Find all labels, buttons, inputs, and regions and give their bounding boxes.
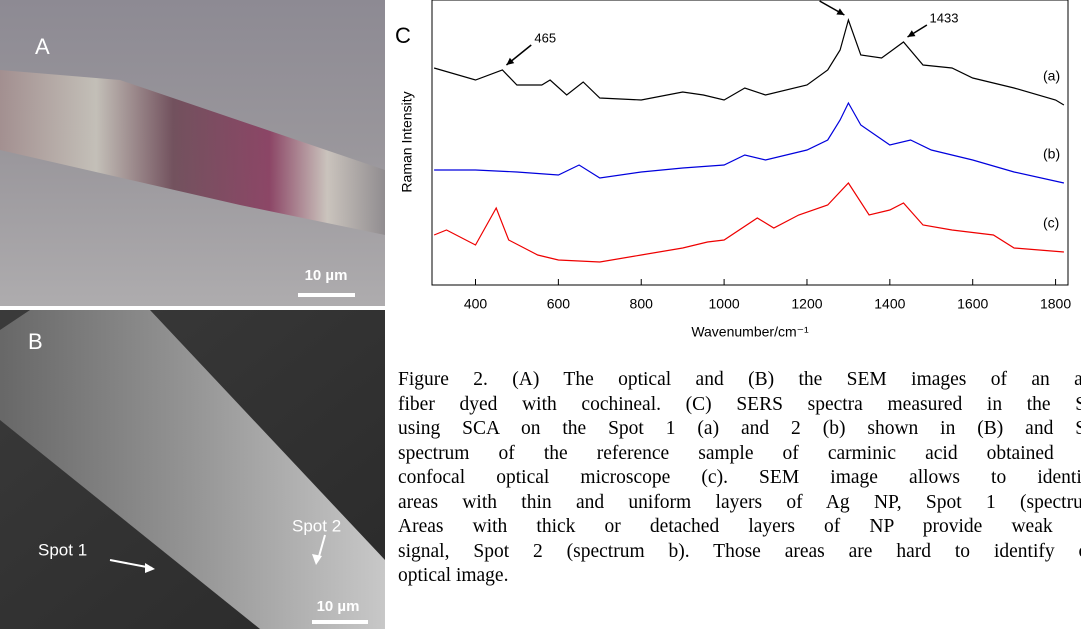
series-label: (b) — [1043, 146, 1060, 162]
panel-label: C — [395, 23, 411, 48]
peak-arrowhead — [836, 8, 845, 15]
y-axis-label: Raman Intensity — [399, 91, 415, 192]
peak-arrowhead — [907, 30, 916, 37]
optical-image: A 10 µm — [0, 0, 385, 306]
plot-frame — [431, 0, 1069, 286]
caption-line: fiber dyed with cochineal. (C) SERS spec… — [398, 393, 1081, 415]
caption-line: areas with thin and uniform layers of Ag… — [398, 491, 1081, 513]
series-label: (c) — [1043, 215, 1059, 231]
caption-line: confocal optical microscope (c). SEM ima… — [398, 467, 1081, 488]
x-tick-label: 600 — [547, 296, 571, 312]
x-tick-label: 400 — [464, 296, 488, 312]
caption-line: spectrum of the reference sample of carm… — [398, 442, 1081, 464]
caption-line: Areas with thick or detached layers of N… — [398, 516, 1081, 537]
x-tick-label: 1400 — [874, 296, 905, 312]
series-label: (a) — [1043, 68, 1060, 84]
x-tick-label: 1800 — [1040, 296, 1071, 312]
peak-arrowhead — [506, 57, 515, 65]
peak-label: 1300 — [787, 0, 816, 1]
x-axis-label: Wavenumber/cm⁻¹ — [691, 324, 809, 340]
x-tick-label: 1000 — [709, 296, 740, 312]
caption: Figure 2. (A) The optical and (B) the SE… — [398, 368, 1081, 589]
panel-label: B — [28, 329, 43, 354]
spectrum-line — [433, 18, 1065, 106]
panel-label: A — [35, 34, 50, 59]
x-tick-label: 800 — [630, 296, 654, 312]
x-tick-label: 1200 — [791, 296, 822, 312]
caption-line: optical image. — [398, 565, 509, 586]
caption-line: Figure 2. (A) The optical and (B) the SE… — [398, 369, 1081, 390]
spot-label: Spot 1 — [38, 540, 87, 559]
caption-line: using SCA on the Spot 1 (a) and 2 (b) sh… — [398, 418, 1081, 439]
scale-label: 10 µm — [317, 598, 360, 615]
x-tick-label: 1600 — [957, 296, 988, 312]
peak-label: 465 — [534, 30, 556, 45]
scale-label: 10 µm — [305, 267, 348, 284]
spectrum-line — [433, 182, 1064, 263]
peak-label: 1433 — [930, 10, 959, 25]
sem-image: B Spot 1 Spot 2 10 µm — [0, 310, 385, 629]
caption-line: signal, Spot 2 (spectrum b). Those areas… — [398, 540, 1081, 562]
spot-label: Spot 2 — [292, 516, 341, 535]
spectrum-line — [434, 101, 1065, 184]
